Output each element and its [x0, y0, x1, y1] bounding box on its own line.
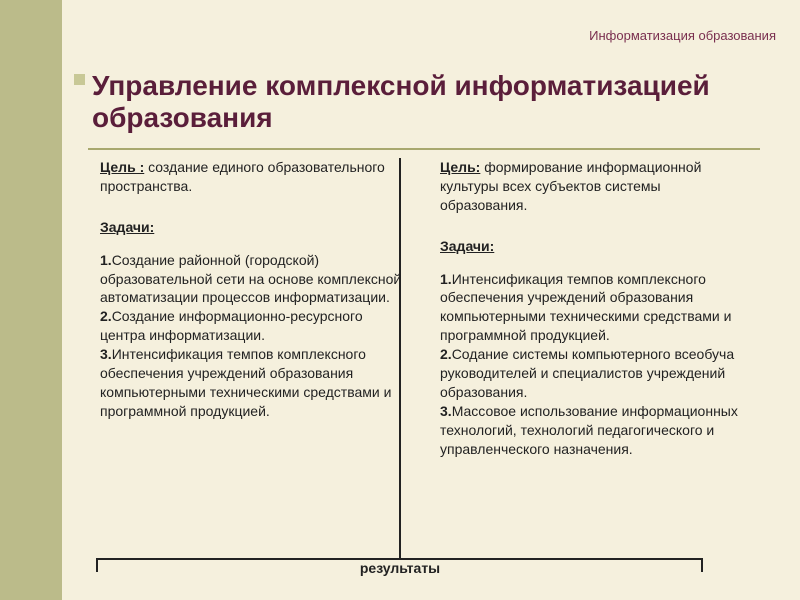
tasks-label: Задачи: — [440, 237, 494, 256]
goal-label: Цель: — [440, 159, 480, 175]
task-num: 3. — [440, 403, 452, 419]
connector-tick — [701, 558, 703, 572]
task-item: 2.Создание информационно-ресурсного цент… — [100, 307, 410, 345]
side-band — [0, 0, 62, 600]
right-column: Цель: формирование информационной культу… — [440, 158, 750, 458]
task-text: Интенсификация темпов комплексного обесп… — [440, 271, 731, 344]
task-num: 1. — [440, 271, 452, 287]
page-title: Управление комплексной информатизацией о… — [92, 70, 732, 134]
breadcrumb: Информатизация образования — [589, 28, 776, 43]
left-goal: Цель : создание единого образовательного… — [100, 158, 410, 196]
right-goal: Цель: формирование информационной культу… — [440, 158, 750, 215]
task-num: 1. — [100, 252, 112, 268]
task-text: Создание районной (городской) образовате… — [100, 252, 401, 306]
tasks-label: Задачи: — [100, 218, 154, 237]
task-item: 2.Содание системы компьютерного всеобуча… — [440, 345, 750, 402]
task-item: 1.Интенсификация темпов комплексного обе… — [440, 270, 750, 346]
task-text: Интенсификация темпов комплексного обесп… — [100, 346, 391, 419]
title-underline — [88, 148, 760, 150]
task-text: Создание информационно-ресурсного центра… — [100, 308, 363, 343]
task-num: 2. — [100, 308, 112, 324]
results-label: результаты — [300, 560, 500, 576]
goal-text: формирование информационной культуры все… — [440, 159, 701, 213]
center-divider — [399, 158, 401, 560]
task-text: Содание системы компьютерного всеобуча р… — [440, 346, 734, 400]
task-num: 3. — [100, 346, 112, 362]
title-bullet — [74, 74, 85, 85]
left-column: Цель : создание единого образовательного… — [100, 158, 410, 421]
connector-tick — [96, 558, 98, 572]
task-item: 3.Интенсификация темпов комплексного обе… — [100, 345, 410, 421]
task-item: 1.Создание районной (городской) образова… — [100, 251, 410, 308]
task-text: Массовое использование информационных те… — [440, 403, 738, 457]
task-num: 2. — [440, 346, 452, 362]
goal-label: Цель : — [100, 159, 144, 175]
task-item: 3.Массовое использование информационных … — [440, 402, 750, 459]
